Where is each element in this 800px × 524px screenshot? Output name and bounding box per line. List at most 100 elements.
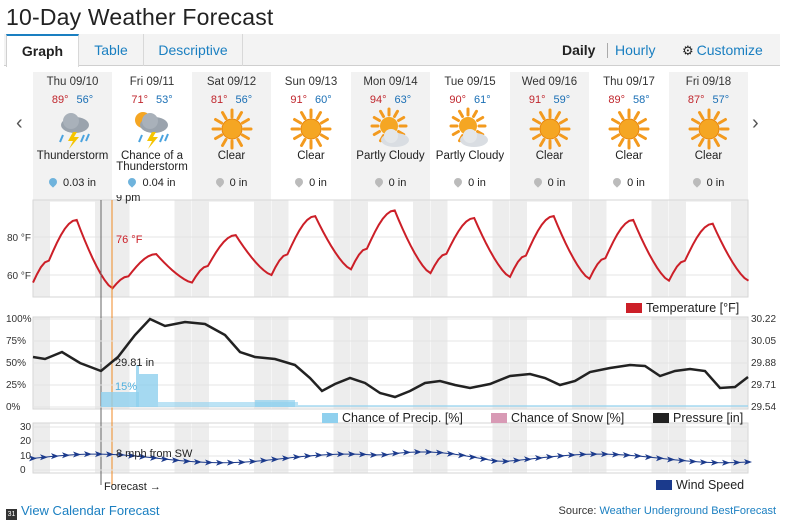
night-band xyxy=(589,200,607,297)
wind-arrow-icon xyxy=(392,450,400,457)
tab-descriptive[interactable]: Descriptive xyxy=(144,34,243,66)
night-band xyxy=(572,423,589,473)
wind-arrow-icon xyxy=(480,456,488,463)
temp-tick: 60 °F xyxy=(7,271,31,282)
precip-amount: 0.03 in xyxy=(33,176,112,189)
wind-arrow-icon xyxy=(84,451,92,458)
sun-icon xyxy=(510,107,589,151)
wind-arrow-icon xyxy=(260,457,268,464)
day-temps: 89° 56° xyxy=(33,94,112,106)
page-title: 10-Day Weather Forecast xyxy=(6,4,274,30)
toggle-divider xyxy=(607,43,608,58)
wind-arrow-icon xyxy=(689,458,697,465)
wind-arrow-icon xyxy=(645,454,653,461)
night-band xyxy=(192,200,209,297)
day-card: Sun 09/13 91° 60° Clear 0 in xyxy=(272,72,351,202)
night-band xyxy=(572,200,589,297)
pressure-legend-label: Pressure [in] xyxy=(673,411,743,425)
source-credit: Source: Weather Underground BestForecast xyxy=(559,505,776,517)
low-temp: 53° xyxy=(156,94,173,106)
tab-graph[interactable]: Graph xyxy=(6,34,79,67)
temperature-line xyxy=(32,209,750,290)
low-temp: 63° xyxy=(394,94,412,106)
wind-arrow-icon xyxy=(370,451,378,458)
wind-arrow-icon xyxy=(227,459,235,466)
wind-arrow-icon xyxy=(51,453,59,460)
wind-arrow-icon xyxy=(579,451,587,458)
temperature-legend-swatch xyxy=(626,303,642,313)
condition-label: Thunderstorm xyxy=(36,150,109,162)
sun-icon xyxy=(590,107,669,151)
wind-arrow-icon xyxy=(304,452,312,459)
wind-arrow-icon xyxy=(282,455,290,462)
raindrop-icon xyxy=(372,176,385,188)
temperature-legend-label: Temperature [°F] xyxy=(646,301,739,315)
wind-arrow-icon xyxy=(40,454,48,461)
precip-bar xyxy=(158,402,298,407)
wind-arrow-icon xyxy=(524,456,532,463)
pressure-tick: 30.05 xyxy=(751,336,776,347)
wind-arrow-icon xyxy=(194,459,202,466)
hourly-toggle[interactable]: Hourly xyxy=(615,42,656,58)
high-temp: 94° xyxy=(369,94,387,106)
cursor-time: 9 pm xyxy=(116,195,140,204)
source-link[interactable]: Weather Underground BestForecast xyxy=(599,505,777,517)
temp-readout: 76 °F xyxy=(116,234,143,246)
high-temp: 91° xyxy=(290,94,307,106)
sun-icon xyxy=(192,107,271,151)
wind-arrow-icon xyxy=(73,451,81,458)
wind-arrow-icon xyxy=(183,458,191,465)
night-band xyxy=(589,423,607,473)
night-band xyxy=(413,200,430,297)
wind-arrow-icon xyxy=(447,450,455,457)
night-band xyxy=(333,200,351,297)
low-temp: 56° xyxy=(235,94,253,106)
day-card: Mon 09/14 94° 63° Partly Cloudy 0 in xyxy=(351,72,430,202)
wind-arrow-icon xyxy=(623,452,631,459)
day-date: Fri 09/11 xyxy=(129,76,175,88)
daily-toggle[interactable]: Daily xyxy=(562,42,596,58)
wind-readout: 8 mph from SW xyxy=(116,448,193,460)
wind-arrow-icon xyxy=(722,459,730,466)
low-temp: 57° xyxy=(712,94,730,106)
night-band xyxy=(271,200,289,297)
view-calendar-link[interactable]: 31 View Calendar Forecast xyxy=(6,503,160,520)
night-band xyxy=(174,200,192,297)
wind-panel xyxy=(32,422,749,474)
night-band xyxy=(333,423,351,473)
night-band xyxy=(430,200,448,297)
sun-icon xyxy=(272,107,351,151)
night-band xyxy=(254,423,271,473)
night-band xyxy=(669,423,686,473)
tab-table[interactable]: Table xyxy=(79,34,144,66)
temp-tick: 80 °F xyxy=(7,233,31,244)
night-band xyxy=(731,423,748,473)
customize-button[interactable]: ⚙ Customize xyxy=(682,34,763,66)
condition-label: Partly Cloudy xyxy=(356,150,425,162)
wind-arrow-icon xyxy=(590,451,598,458)
wind-arrow-icon xyxy=(733,459,741,466)
raindrop-icon xyxy=(531,176,544,188)
wind-arrow-icon xyxy=(359,451,367,458)
precip-legend-label: Chance of Precip. [%] xyxy=(342,411,463,425)
night-band xyxy=(430,423,448,473)
day-date: Sun 09/13 xyxy=(284,76,338,88)
night-band xyxy=(33,200,50,297)
night-band xyxy=(510,200,527,297)
precip-legend-swatch xyxy=(322,413,338,423)
wind-tick: 10 xyxy=(20,451,32,462)
day-date: Thu 09/10 xyxy=(46,76,99,88)
wind-arrow-icon xyxy=(139,453,147,460)
next-arrow-icon[interactable]: › xyxy=(752,112,759,134)
percent-tick: 25% xyxy=(6,380,26,391)
wind-arrow-icon xyxy=(128,452,136,459)
prev-arrow-icon[interactable]: ‹ xyxy=(16,112,23,134)
percent-tick: 100% xyxy=(6,314,32,325)
wind-arrow-icon xyxy=(425,449,433,456)
day-date: Sat 09/12 xyxy=(206,76,257,88)
precip-amount: 0 in xyxy=(510,176,589,189)
day-date: Wed 09/16 xyxy=(521,76,578,88)
high-temp: 89° xyxy=(51,94,69,106)
high-temp: 71° xyxy=(131,94,148,106)
